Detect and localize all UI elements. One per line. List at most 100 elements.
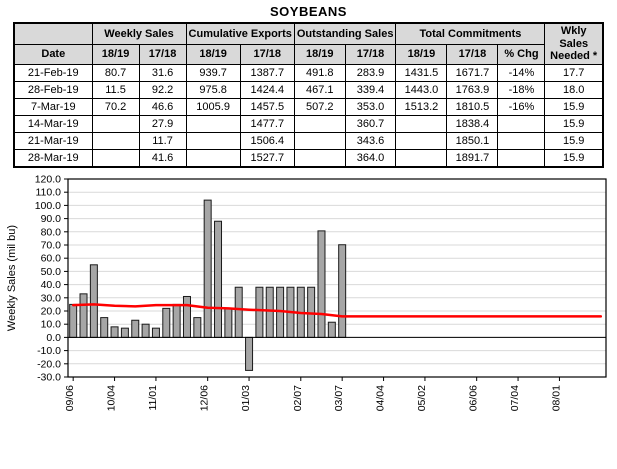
x-tick-label: 09/06 [64,385,76,411]
group-header: Total Commitments [395,22,546,45]
weekly-sales-bar [214,220,223,338]
group-header: Outstanding Sales [293,22,397,45]
weekly-sales-bar [120,327,129,338]
y-tick-label: 70.0 [41,239,62,251]
table-cell: 11.5 [91,80,140,99]
group-header: Cumulative Exports [185,22,295,45]
weekly-sales-bar [182,295,191,338]
table-row: 21-Mar-19 11.7 1506.4 343.6 1850.1 15.9 [13,131,604,150]
table-cell [185,114,241,133]
table-cell: -16% [497,97,546,116]
weekly-sales-bar [89,264,98,338]
table-cell: 21-Feb-19 [13,63,93,82]
table-cell [293,131,346,150]
y-tick-label: 30.0 [41,292,62,304]
table-cell: 15.9 [544,131,604,150]
sub-header: 18/19 [185,43,241,65]
y-tick-label: 120.0 [35,173,61,185]
table-cell: 70.2 [91,97,140,116]
y-tick-label: 100.0 [35,200,61,212]
y-tick-label: 10.0 [41,319,62,331]
table-cell [91,131,140,150]
x-tick-label: 08/01 [550,385,562,411]
table-cell: 1457.5 [239,97,295,116]
table-cell [497,148,546,168]
x-tick-label: 03/07 [333,385,345,411]
table-row: 7-Mar-19 70.2 46.6 1005.9 1457.5 507.2 353.0 15… [13,97,604,116]
table-cell [395,148,448,168]
group-header: Weekly Sales [91,22,187,45]
table-cell: 17.7 [544,63,604,82]
table-row: 28-Mar-19 41.6 1527.7 364.0 1891.7 15.9 [13,148,604,168]
table-cell: 1424.4 [239,80,295,99]
table-cell: 1506.4 [239,131,295,150]
sub-header: 18/19 [91,43,140,65]
table-cell: 31.6 [138,63,187,82]
y-tick-label: 90.0 [41,213,62,225]
table-cell: 1891.7 [446,148,499,168]
x-tick-label: 04/04 [375,385,387,411]
sub-header: 17/18 [138,43,187,65]
weekly-sales-bar [317,230,326,338]
table-cell: 1763.9 [446,80,499,99]
weekly-sales-bar [151,327,160,338]
sub-header: 17/18 [446,43,499,65]
table-cell: 46.6 [138,97,187,116]
sub-header: % Chg [497,43,546,65]
table-row: 21-Feb-19 80.7 31.6 939.7 1387.7 491.8 283.9 14… [13,63,604,82]
table-cell: 14-Mar-19 [13,114,93,133]
table-cell: 1513.2 [395,97,448,116]
table-cell [91,114,140,133]
x-tick-label: 06/06 [468,385,480,411]
weekly-sales-bar [172,303,181,338]
weekly-sales-chart: -30.0-20.0-10.00.010.0 20.030.040.050.060… [6,173,607,411]
table-cell [91,148,140,168]
table-cell: 1671.7 [446,63,499,82]
table-cell: 7-Mar-19 [13,97,93,116]
table-cell: 1387.7 [239,63,295,82]
sub-header: 18/19 [395,43,448,65]
table-cell: 21-Mar-19 [13,131,93,150]
sales-table: Weekly Sales Cumulative Exports Outstandin… [13,22,604,168]
sub-header: Date [13,43,93,65]
table-cell [293,148,346,168]
y-tick-label: 80.0 [41,226,62,238]
sub-header: 17/18 [344,43,397,65]
plot-border [67,178,607,378]
y-tick-label: 110.0 [36,187,62,199]
weekly-sales-bar [162,307,171,338]
weekly-sales-bar [131,319,140,338]
weekly-sales-bar [141,323,150,338]
x-tick-label: 02/07 [292,385,304,411]
report-title: SOYBEANS [270,4,347,19]
y-tick-label: 0.0 [46,332,61,344]
x-tick-label: 12/06 [199,385,211,411]
weekly-sales-bar [338,244,347,338]
weekly-sales-bar [203,199,212,338]
table-cell: -18% [497,80,546,99]
y-tick-label: 50.0 [41,266,62,278]
weekly-sales-bar [79,293,88,338]
table-cell: 1810.5 [446,97,499,116]
table-cell: 939.7 [185,63,241,82]
table-cell: 11.7 [138,131,187,150]
table-cell [395,114,448,133]
table-cell [293,114,346,133]
table-cell: 1443.0 [395,80,448,99]
y-tick-label: 40.0 [41,279,62,291]
table-cell [395,131,448,150]
table-cell: 975.8 [185,80,241,99]
table-cell: 343.6 [344,131,397,150]
x-tick-label: 07/04 [509,385,521,411]
y-tick-label: -30.0 [37,371,61,383]
weekly-sales-bar [69,303,78,338]
table-cell: 15.9 [544,148,604,168]
x-tick-label: 05/02 [416,385,428,411]
table-cell: 507.2 [293,97,346,116]
y-tick-label: 20.0 [41,305,62,317]
chart-container: -30.0 -20.0 -10.0 0.0 10.0 20.0 30.0 40.0 50.0 60… [2,171,615,442]
weekly-sales-bar [234,286,243,338]
weekly-sales-bar [224,307,233,338]
table-cell: 28-Feb-19 [13,80,93,99]
